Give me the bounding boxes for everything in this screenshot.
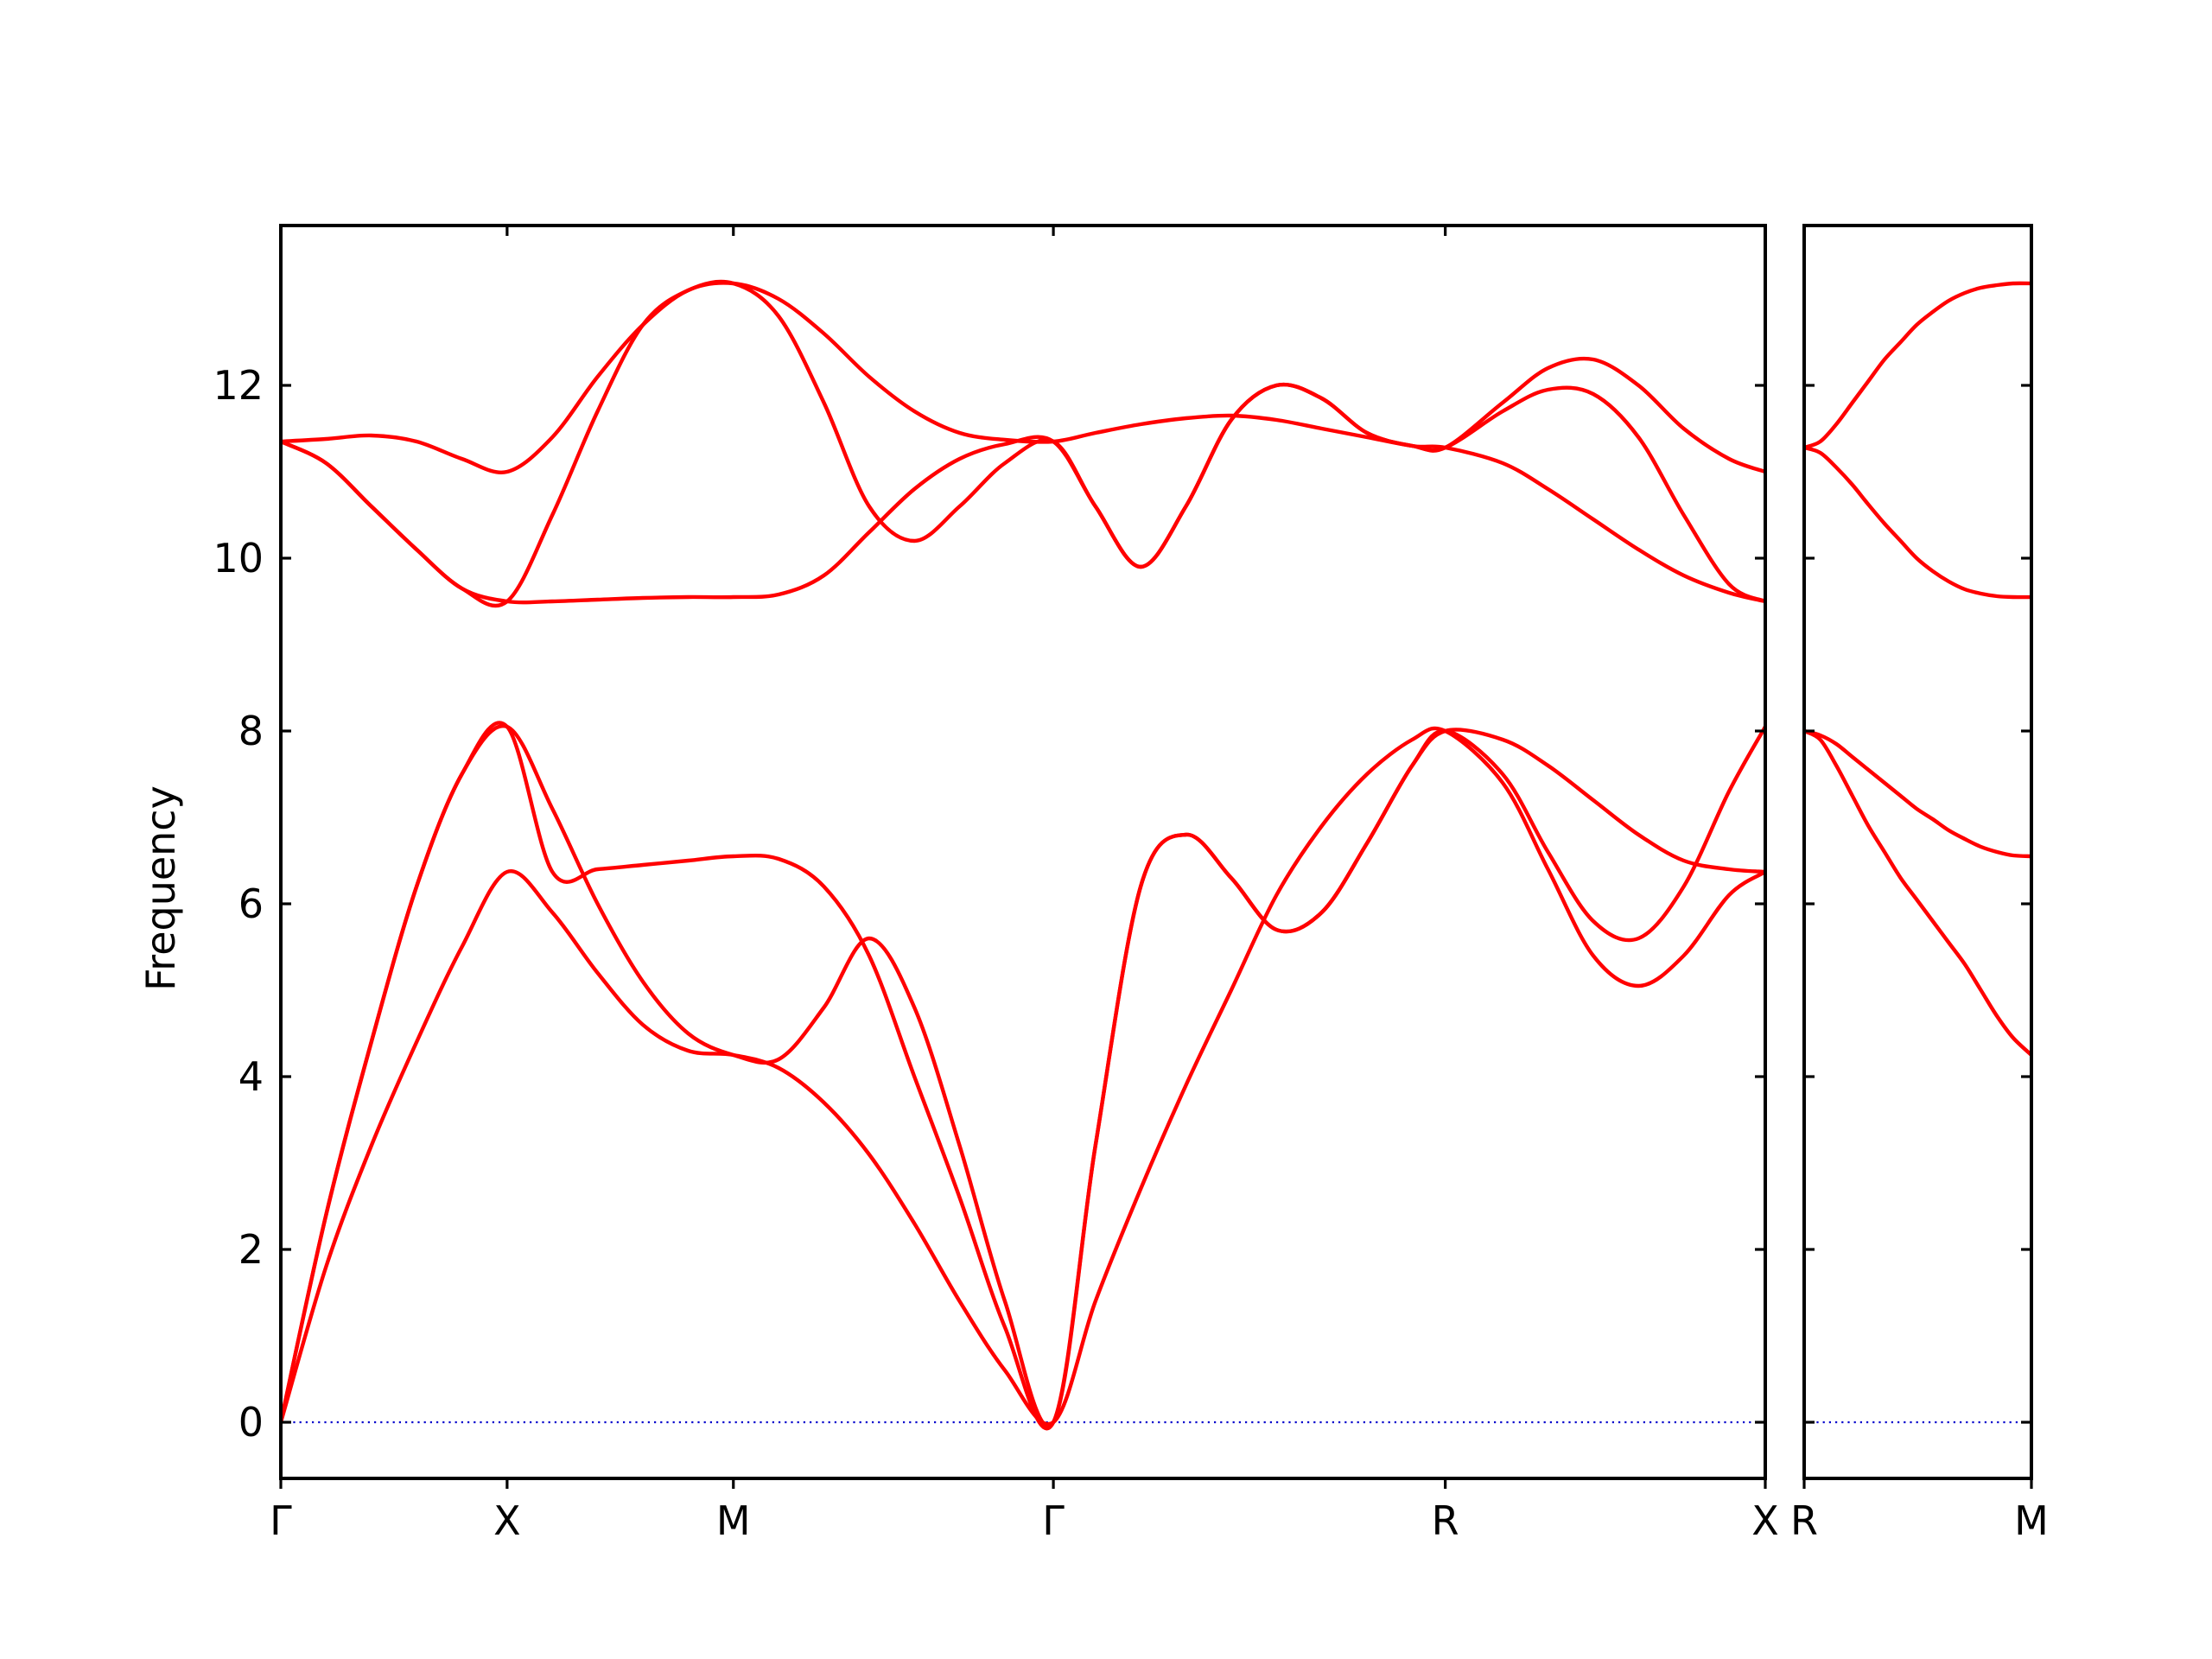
band-1-line bbox=[281, 726, 1765, 1427]
band-3-line bbox=[1804, 281, 2031, 450]
band-2-line bbox=[1804, 728, 2031, 859]
x-tick-label: M bbox=[716, 1497, 751, 1544]
y-tick-label: 0 bbox=[238, 1399, 264, 1446]
band-6-line bbox=[281, 382, 1765, 605]
panel-1: 0 2 4 6 8 10 12 Γ X M Γ R X bbox=[213, 224, 1779, 1544]
band-2-line bbox=[281, 723, 1765, 1428]
x-tick-label: R bbox=[1432, 1497, 1459, 1544]
panel-2-data bbox=[1804, 281, 2031, 1424]
band-3-line bbox=[281, 721, 1765, 1431]
band-4-line bbox=[1804, 445, 2031, 600]
panel-1-frame bbox=[279, 224, 1767, 1480]
x-tick-label: Γ bbox=[1042, 1497, 1065, 1544]
y-axis-label: Frequency bbox=[137, 785, 184, 991]
y-tick-label: 8 bbox=[238, 708, 264, 754]
y-tick-label: 2 bbox=[238, 1226, 264, 1273]
y-tick-label: 4 bbox=[238, 1053, 264, 1100]
band-1-line bbox=[1804, 728, 2031, 1058]
y-tick-label: 10 bbox=[213, 535, 264, 582]
band-4-line bbox=[281, 281, 1765, 474]
x-tick-label: Γ bbox=[270, 1497, 292, 1544]
x-tick-label: X bbox=[493, 1497, 521, 1544]
x-tick-label: M bbox=[2014, 1497, 2049, 1544]
x-tick-label: X bbox=[1751, 1497, 1779, 1544]
y-tick-label: 12 bbox=[213, 362, 264, 409]
band-5-line bbox=[281, 279, 1765, 608]
x-tick-label: R bbox=[1790, 1497, 1818, 1544]
panel-2-frame bbox=[1802, 224, 2033, 1480]
y-tick-label: 6 bbox=[238, 880, 264, 927]
panel-1-data bbox=[281, 279, 1765, 1431]
